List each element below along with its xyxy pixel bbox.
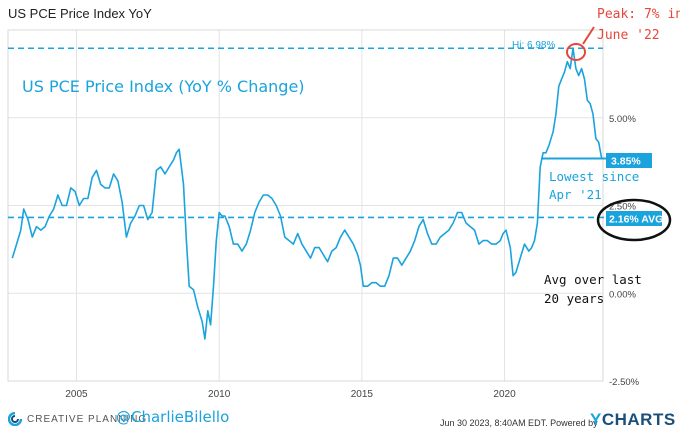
x-tick-label: 2020 [493,389,516,400]
peak-circle [566,43,586,61]
ycharts-logo-text: CHARTS [601,410,676,429]
peak-annotation-line2: June '22 [597,28,660,43]
y-tick-label: 0.00% [609,289,636,300]
last-value-text: 3.85% [611,156,641,168]
ycharts-logo: YCHARTS [590,410,676,430]
y-axis-tick-labels: -2.50% 0.00% 2.50% 5.00% [609,114,640,388]
peak-annotation-line1: Peak: 7% in [597,7,680,22]
y-tick-label: -2.50% [609,377,640,388]
peak-arrow [582,26,595,45]
footer: CREATIVE PLANNING @CharlieBilello Jun 30… [0,404,680,439]
line-chart: -2.50% 0.00% 2.50% 5.00% 2005 2010 2015 2020 U… [7,7,680,400]
brand: CREATIVE PLANNING [8,412,147,426]
chart-subtitle: US PCE Price Index (YoY % Change) [22,77,305,96]
author-handle: @CharlieBilello [116,408,230,426]
y-tick-label: 2.50% [609,202,636,213]
plot-frame [7,29,604,382]
x-tick-label: 2010 [208,389,231,400]
grid [7,29,604,382]
page-title: US PCE Price Index YoY [8,6,152,21]
average-badge: 2.16% AVG [606,211,663,226]
x-tick-label: 2005 [65,389,88,400]
average-text: 2.16% AVG [609,214,663,226]
brand-name: CREATIVE PLANNING [27,413,148,425]
high-value-label: Hi: 6.98% [512,40,555,51]
ycharts-logo-y: Y [590,410,602,429]
x-axis-tick-labels: 2005 2010 2015 2020 [65,389,516,400]
lowest-annotation-line1: Lowest since [549,169,639,184]
y-tick-label: 5.00% [609,114,636,125]
timestamp: Jun 30 2023, 8:40AM EDT. Powered by [440,418,598,428]
last-value-badge: 3.85% [606,153,652,168]
reference-lines [8,47,606,219]
lowest-annotation-line2: Apr '21 [549,187,602,202]
average-circle [596,198,672,242]
creative-planning-logo-icon [8,412,22,426]
x-tick-label: 2015 [351,389,374,400]
avg-annotation-line2: 20 years [544,291,604,306]
avg-annotation-line1: Avg over last [544,272,642,287]
series-line [11,47,603,340]
